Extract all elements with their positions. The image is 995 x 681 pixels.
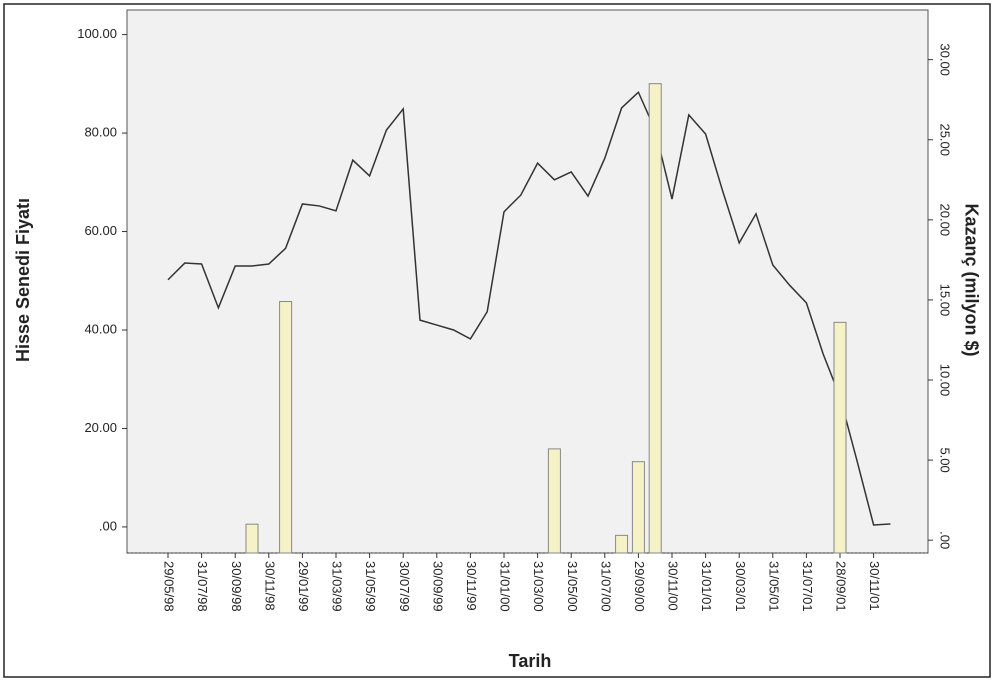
x-tick-label: 30/07/99 [397,561,412,612]
x-tick-label: 29/05/98 [162,561,177,612]
bar [279,301,293,554]
x-tick-label: 30/03/01 [733,561,748,612]
y2-tick-label: 10.00 [938,364,953,397]
y2-tick-label: 25.00 [938,123,953,156]
x-tick-label: 30/09/98 [229,561,244,612]
x-tick-label: 28/09/01 [834,561,849,612]
x-tick-label: 31/05/01 [766,561,781,612]
x-tick-label: 31/07/00 [598,561,613,612]
y2-axis-title: Kazanç (milyon $) [961,203,981,356]
y-axis-title: Hisse Senedi Fiyatı [13,198,33,362]
bar [631,461,645,554]
x-tick-label: 30/11/99 [464,561,479,611]
x-tick-label: 31/07/98 [195,561,210,612]
y-tick-label: 80.00 [84,125,117,140]
bar [547,448,561,554]
bar [245,523,259,554]
y-tick-label: 40.00 [84,321,117,336]
x-tick-label: 30/11/00 [666,561,681,611]
x-tick-label: 30/09/99 [430,561,445,612]
y2-tick-label: 15.00 [938,284,953,317]
y-tick-label: .00 [99,518,117,533]
plot-area [126,9,929,554]
x-tick-label: 31/03/99 [330,561,345,612]
x-tick-label: 31/05/99 [363,561,378,612]
bar [833,321,847,554]
y2-tick-label: 5.00 [938,447,953,472]
x-tick-label: 31/07/01 [800,561,815,612]
y2-tick-label: 20.00 [938,204,953,237]
y-tick-label: 20.00 [84,420,117,435]
y-tick-label: 100.00 [77,26,117,41]
x-tick-label: 31/01/00 [498,561,513,612]
bar [648,83,662,554]
x-tick-label: 29/01/99 [296,561,311,612]
line [167,90,891,526]
x-tick-label: 30/11/98 [262,561,277,611]
x-tick-label: 31/01/01 [699,561,714,612]
x-tick-label: 31/03/00 [531,561,546,612]
x-tick-label: 31/05/00 [565,561,580,612]
y2-tick-label: .00 [938,531,953,549]
x-tick-label: 29/09/00 [632,561,647,612]
y-tick-label: 60.00 [84,223,117,238]
y2-tick-label: 30.00 [938,43,953,76]
bar [615,534,629,554]
x-tick-label: 30/11/01 [867,561,882,611]
x-axis-title: Tarih [509,651,552,671]
